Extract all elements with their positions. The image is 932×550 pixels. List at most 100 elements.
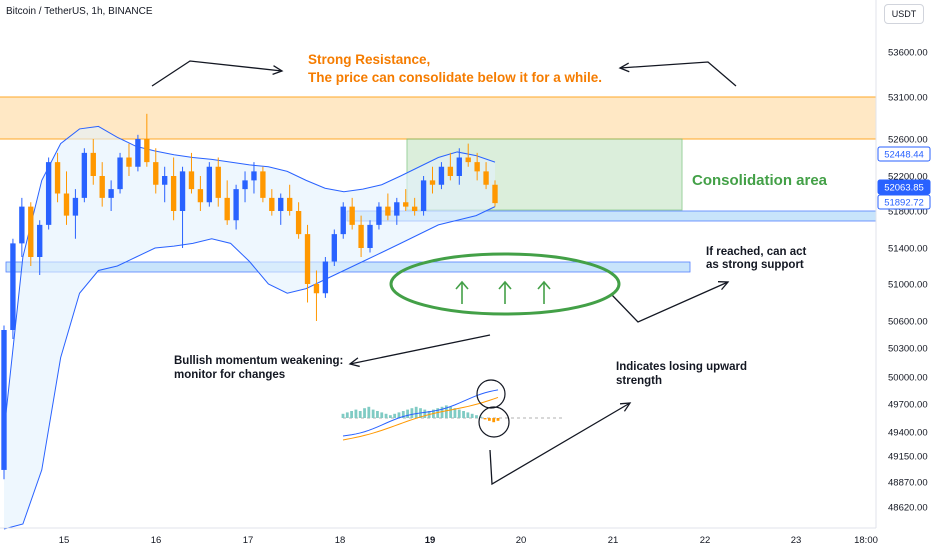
time-tick-label: 18:00 bbox=[854, 535, 878, 546]
price-tick-label: 51800.00 bbox=[888, 207, 928, 218]
arrow-head bbox=[717, 281, 730, 291]
time-tick-label: 22 bbox=[700, 535, 711, 546]
macd-bar bbox=[453, 408, 457, 418]
candle bbox=[170, 157, 177, 221]
resistance-arrow-left bbox=[151, 60, 284, 87]
candle-body bbox=[438, 166, 445, 185]
candle-body bbox=[197, 189, 204, 203]
candle-body bbox=[117, 157, 123, 190]
candle-body bbox=[367, 224, 373, 248]
price-tick-label: 50000.00 bbox=[888, 373, 928, 384]
price-tick-label: 50300.00 bbox=[888, 344, 928, 355]
macd-bar bbox=[384, 413, 388, 418]
price-tick-label: 48870.00 bbox=[888, 478, 928, 489]
candle bbox=[233, 184, 239, 230]
macd-bar bbox=[492, 418, 496, 423]
candle-body bbox=[206, 166, 213, 203]
macd-bar bbox=[440, 406, 444, 418]
time-tick-label: 23 bbox=[791, 535, 802, 546]
candle-body bbox=[403, 202, 409, 207]
candle-body bbox=[63, 193, 70, 216]
currency-selector[interactable]: USDT bbox=[884, 4, 924, 24]
candles-layer bbox=[1, 113, 498, 480]
candle-body bbox=[251, 171, 257, 181]
candle bbox=[72, 189, 79, 239]
price-tag bbox=[877, 179, 931, 195]
candle bbox=[197, 176, 204, 211]
momentum-arrow bbox=[348, 334, 491, 368]
candle-body bbox=[90, 152, 96, 176]
macd-bar bbox=[371, 409, 375, 418]
macd-bar bbox=[449, 406, 453, 418]
candle-body bbox=[179, 171, 186, 211]
arrow-line bbox=[611, 281, 729, 323]
candle bbox=[10, 238, 16, 339]
candle bbox=[28, 202, 34, 266]
candle bbox=[206, 162, 213, 207]
macd-line bbox=[342, 389, 499, 437]
candle bbox=[295, 202, 302, 239]
candle bbox=[322, 257, 329, 298]
candle-body bbox=[144, 139, 150, 163]
strength-arrow bbox=[489, 402, 632, 486]
macd-bar bbox=[363, 408, 366, 418]
candle-body bbox=[295, 211, 302, 235]
candle bbox=[99, 162, 105, 207]
arrow-line bbox=[349, 334, 491, 365]
time-tick-label: 16 bbox=[151, 535, 162, 546]
price-tag-label: 51892.72 bbox=[884, 198, 924, 209]
price-tick-label: 52200.00 bbox=[888, 172, 928, 183]
time-tick-label: 21 bbox=[608, 535, 619, 546]
time-tick-label: 19 bbox=[425, 535, 436, 546]
price-tag-label: 52063.85 bbox=[884, 183, 924, 194]
support-note-line-2: as strong support bbox=[706, 259, 804, 271]
candle-body bbox=[465, 157, 471, 163]
candle bbox=[19, 197, 25, 257]
arrow-head bbox=[618, 62, 630, 73]
resistance-arrow-right bbox=[618, 61, 737, 87]
macd-bar bbox=[457, 409, 461, 418]
arrow-head bbox=[348, 357, 360, 368]
macd-bar bbox=[406, 409, 409, 418]
candle bbox=[1, 325, 7, 480]
candle-body bbox=[215, 166, 221, 198]
symbol-title: Bitcoin / TetherUS, 1h, BINANCE bbox=[6, 6, 153, 17]
macd-bar bbox=[345, 412, 349, 418]
resistance-title-line-1: Strong Resistance, bbox=[308, 52, 430, 67]
candle-body bbox=[81, 152, 88, 198]
candle-body bbox=[385, 206, 391, 216]
candle bbox=[447, 152, 454, 181]
candle bbox=[304, 224, 311, 303]
macd-inset bbox=[341, 389, 565, 441]
candle-body bbox=[162, 176, 168, 185]
candle bbox=[224, 180, 230, 225]
price-tick-label: 48620.00 bbox=[888, 503, 928, 514]
candle-body bbox=[135, 139, 141, 167]
candle bbox=[126, 143, 132, 176]
candle-body bbox=[420, 180, 427, 211]
up-arrow-icon bbox=[498, 280, 512, 304]
candle-body bbox=[54, 162, 61, 194]
candle-body bbox=[331, 234, 337, 262]
candle-body bbox=[376, 206, 382, 225]
candle bbox=[63, 171, 70, 225]
candle-body bbox=[269, 197, 275, 211]
candle-body bbox=[483, 171, 489, 185]
candle bbox=[349, 197, 355, 230]
macd-bar bbox=[350, 411, 354, 418]
arrow-line bbox=[151, 60, 283, 87]
candle-body bbox=[188, 171, 195, 190]
macd-bar bbox=[466, 412, 470, 418]
candle bbox=[188, 152, 195, 194]
price-tick-label: 51000.00 bbox=[888, 280, 928, 291]
momentum-circle-bottom bbox=[478, 406, 510, 438]
macd-bar bbox=[475, 415, 478, 418]
candle-body bbox=[126, 157, 132, 167]
candle bbox=[331, 229, 337, 266]
candle bbox=[269, 189, 275, 216]
candle-body bbox=[99, 176, 105, 198]
macd-bar bbox=[401, 411, 405, 418]
candle-body bbox=[304, 234, 311, 284]
candle bbox=[483, 162, 489, 190]
